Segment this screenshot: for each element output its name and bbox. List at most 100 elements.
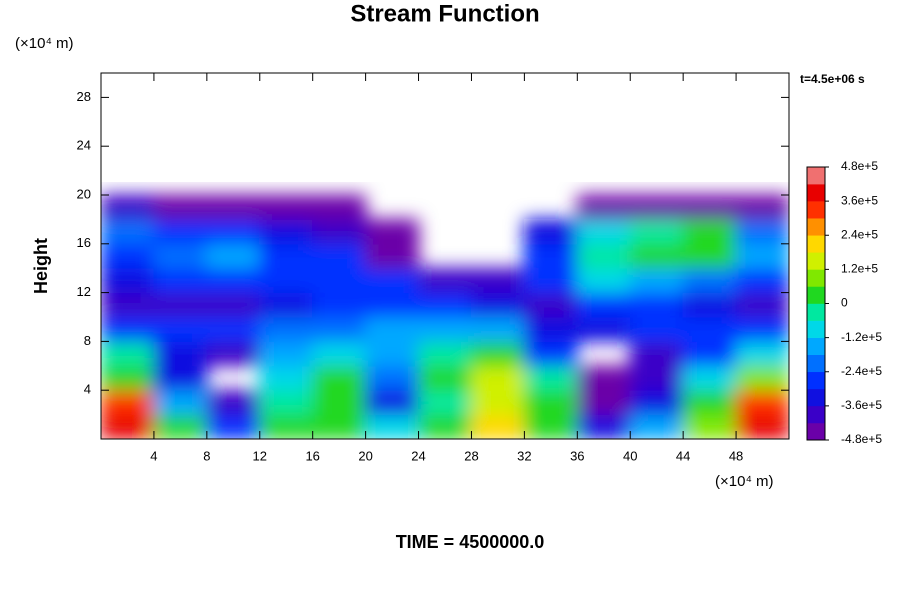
field-cell [101,389,155,416]
colorbar-segment [807,218,825,236]
field-cell [365,389,420,416]
x-tick-label: 24 [411,448,425,463]
field-cell [259,218,314,245]
field-cell [365,243,420,269]
x-unit: (×10⁴ m) [715,473,774,490]
colorbar-label: 2.4e+5 [841,227,878,241]
x-tick-label: 40 [623,448,637,463]
field-cell [153,340,208,367]
y-axis-label: Height [31,238,51,294]
field-cell [312,316,367,342]
y-tick-label: 16 [77,235,91,250]
field-cell [629,365,684,391]
colorbar-segment [807,184,825,202]
field-cell [682,243,737,269]
field-cell [523,218,578,245]
field-cell [576,316,631,342]
colorbar-segment [807,371,825,390]
field-cell [735,414,789,439]
x-tick-label: 36 [570,448,584,463]
colorbar-segment [807,388,825,407]
field-cell [682,218,737,245]
field-cell [312,194,367,220]
field-cell [735,218,789,245]
field-cell [682,292,737,318]
field-cell [523,316,578,342]
field-cell [629,267,684,294]
colorbar-segment [807,269,825,287]
field-cell [418,267,472,294]
x-tick-label: 48 [729,448,743,463]
x-tick-label: 44 [676,448,690,463]
plot-frame [100,72,790,440]
field-cell [629,340,684,367]
field-cell [153,267,208,294]
y-tick-label: 4 [84,382,91,397]
field-cell [576,389,631,416]
colorbar-segment [807,286,825,304]
field-cell [206,218,261,245]
time-label: t=4.5e+06 s [800,72,865,86]
field-cell [153,414,208,439]
field-cell [312,340,367,367]
field-cell [470,267,525,294]
colorbar-segment [807,320,825,338]
field-cell [365,316,420,342]
field-cell [153,292,208,318]
colorbar-label: 0 [841,296,848,310]
x-tick-label: 16 [305,448,319,463]
colorbar-label: 3.6e+5 [841,193,878,207]
field-cell [682,414,737,439]
field-cell [312,365,367,391]
field-cell [259,267,314,294]
field-cell [523,414,578,439]
field-cell [153,365,208,391]
field-cell [259,243,314,269]
field-cell [259,389,314,416]
field-cell [101,414,155,439]
field-cell [153,243,208,269]
colorbar-segment [807,354,825,373]
field-cells [101,194,789,439]
colorbar-label: -4.8e+5 [841,432,882,446]
field-cell [629,292,684,318]
field-cell [576,243,631,269]
field-cell [682,389,737,416]
field-cell [629,243,684,269]
x-tick-label: 28 [464,448,478,463]
field-cell [259,194,314,220]
field-cell [365,267,420,294]
field-cell [682,194,737,220]
field-cell [523,292,578,318]
field-cell [418,365,472,391]
field-cell [470,414,525,439]
field-cell [312,292,367,318]
y-tick-label: 12 [77,284,91,299]
field-cell [576,218,631,245]
field-cell [206,267,261,294]
field-cell [418,414,472,439]
field-cell [312,389,367,416]
field-cell [629,194,684,220]
field-cell [576,292,631,318]
field-cell [365,340,420,367]
field-cell [735,194,789,220]
field-cell [153,218,208,245]
colorbar-label: -3.6e+5 [841,398,882,412]
field-cell [735,243,789,269]
field-cell [682,316,737,342]
chart-title: Stream Function [350,0,539,27]
field-cell [206,316,261,342]
field-cell [735,365,789,391]
field-cell [735,267,789,294]
field-cell [206,414,261,439]
field-cell [470,389,525,416]
field-cell [629,389,684,416]
field-cell [101,267,155,294]
field-cell [576,414,631,439]
footer: TIME = 4500000.0 [396,532,545,552]
field-cell [101,292,155,318]
field-cell [523,389,578,416]
field-cell [259,292,314,318]
